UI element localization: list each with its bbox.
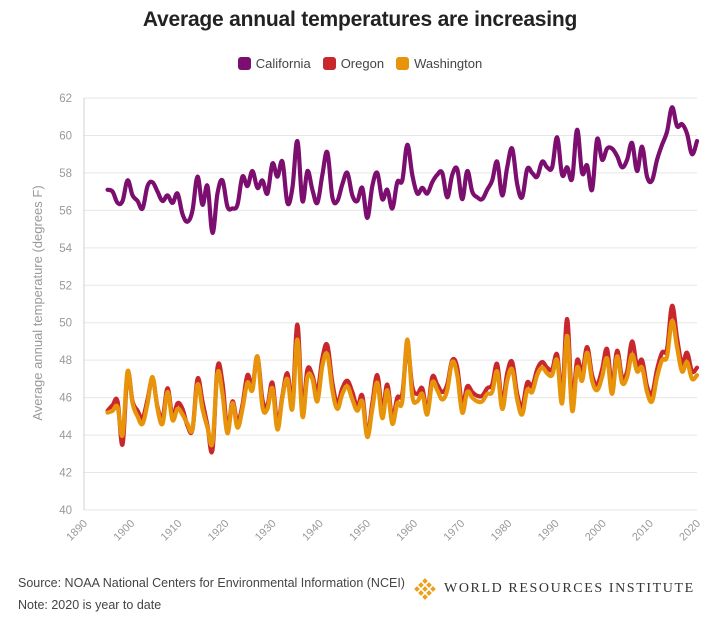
legend-item-oregon[interactable]: Oregon — [322, 56, 385, 71]
legend-label-oregon: Oregon — [340, 56, 385, 71]
y-tick-label: 46 — [59, 393, 72, 405]
x-tick-label: 2010 — [630, 518, 656, 544]
legend-swatch-washington — [396, 57, 410, 70]
x-tick-label: 1990 — [536, 518, 562, 544]
wri-logo-icon — [414, 578, 436, 600]
legend-item-california[interactable]: California — [237, 56, 311, 71]
legend-label-california: California — [255, 56, 311, 71]
x-tick-label: 1940 — [300, 518, 326, 544]
x-tick-label: 2020 — [677, 518, 703, 544]
wri-logo[interactable]: WORLD RESOURCES INSTITUTE — [414, 578, 695, 600]
y-tick-label: 50 — [59, 318, 72, 330]
x-tick-label: 1960 — [394, 518, 420, 544]
grid-lines — [83, 97, 697, 511]
y-axis-ticks: 40 42 44 46 48 50 52 54 56 58 60 62 — [59, 93, 72, 517]
y-tick-label: 58 — [59, 168, 72, 180]
x-tick-label: 1910 — [159, 518, 185, 544]
x-axis-ticks: 1890 1900 1910 1920 1930 1940 1950 1960 1970 1980… — [64, 518, 703, 544]
x-tick-label: 1980 — [489, 518, 515, 544]
y-tick-label: 54 — [59, 243, 72, 255]
y-tick-label: 40 — [59, 505, 72, 517]
wri-logo-text: WORLD RESOURCES INSTITUTE — [444, 581, 695, 596]
chart-title: Average annual temperatures are increasi… — [142, 8, 578, 31]
legend-swatch-california — [237, 57, 251, 70]
series-line-washington[interactable] — [105, 318, 700, 448]
x-tick-label: 1930 — [253, 518, 279, 544]
x-tick-label: 1950 — [347, 518, 373, 544]
series-line-california[interactable] — [105, 105, 700, 235]
y-tick-label: 42 — [59, 468, 72, 480]
x-tick-label: 1920 — [206, 518, 232, 544]
source-note: Source: NOAA National Centers for Enviro… — [18, 576, 405, 590]
y-tick-label: 62 — [59, 93, 72, 105]
y-tick-label: 48 — [59, 355, 72, 367]
legend: California Oregon Washington — [0, 56, 720, 71]
x-tick-label: 1890 — [64, 518, 90, 544]
legend-label-washington: Washington — [414, 56, 483, 71]
year-note: Note: 2020 is year to date — [18, 598, 162, 612]
series-lines — [105, 105, 700, 455]
x-tick-label: 1900 — [111, 518, 137, 544]
x-tick-label: 2000 — [583, 518, 609, 544]
y-axis-label: Average annual temperature (degrees F) — [30, 185, 45, 420]
x-tick-label: 1970 — [442, 518, 468, 544]
y-tick-label: 44 — [59, 430, 72, 442]
y-tick-label: 60 — [59, 130, 72, 142]
y-tick-label: 52 — [59, 280, 72, 292]
y-tick-label: 56 — [59, 205, 72, 217]
legend-swatch-oregon — [322, 57, 336, 70]
legend-item-washington[interactable]: Washington — [396, 56, 482, 71]
